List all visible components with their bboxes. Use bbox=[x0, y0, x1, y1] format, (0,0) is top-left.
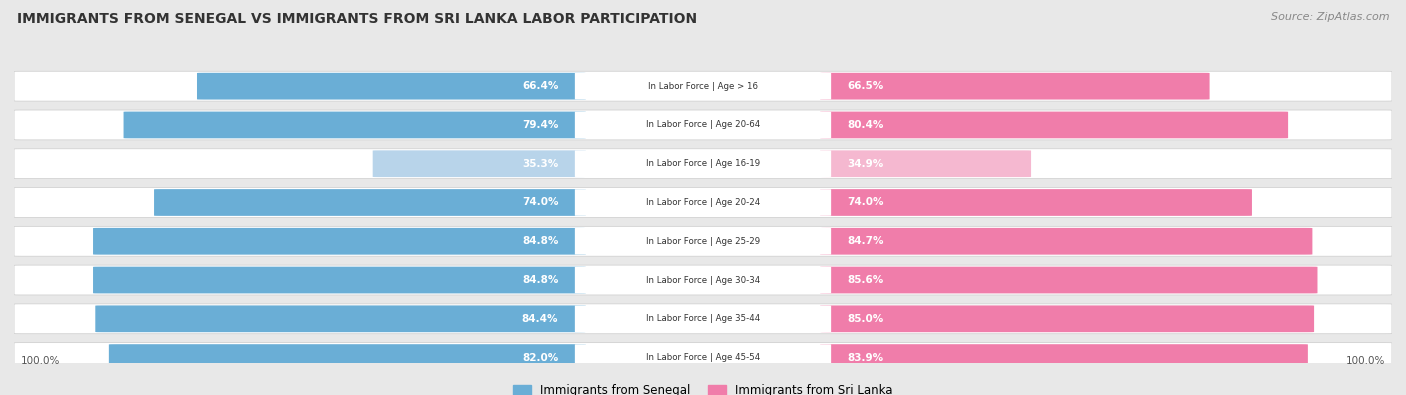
Text: 84.4%: 84.4% bbox=[522, 314, 558, 324]
Text: Source: ZipAtlas.com: Source: ZipAtlas.com bbox=[1271, 12, 1389, 22]
Text: In Labor Force | Age 45-54: In Labor Force | Age 45-54 bbox=[645, 353, 761, 362]
FancyBboxPatch shape bbox=[820, 111, 1288, 138]
Text: 84.7%: 84.7% bbox=[848, 236, 884, 246]
FancyBboxPatch shape bbox=[14, 188, 1392, 217]
FancyBboxPatch shape bbox=[820, 267, 1317, 293]
Text: 74.0%: 74.0% bbox=[522, 198, 558, 207]
FancyBboxPatch shape bbox=[14, 110, 1392, 140]
Text: 82.0%: 82.0% bbox=[522, 353, 558, 363]
Text: IMMIGRANTS FROM SENEGAL VS IMMIGRANTS FROM SRI LANKA LABOR PARTICIPATION: IMMIGRANTS FROM SENEGAL VS IMMIGRANTS FR… bbox=[17, 12, 697, 26]
FancyBboxPatch shape bbox=[575, 112, 831, 138]
FancyBboxPatch shape bbox=[820, 344, 1308, 371]
FancyBboxPatch shape bbox=[93, 228, 586, 255]
FancyBboxPatch shape bbox=[197, 73, 586, 100]
FancyBboxPatch shape bbox=[575, 344, 831, 371]
FancyBboxPatch shape bbox=[575, 189, 831, 216]
FancyBboxPatch shape bbox=[575, 305, 831, 332]
FancyBboxPatch shape bbox=[575, 228, 831, 254]
FancyBboxPatch shape bbox=[575, 267, 831, 293]
Text: 35.3%: 35.3% bbox=[522, 159, 558, 169]
Text: 84.8%: 84.8% bbox=[522, 236, 558, 246]
Text: 34.9%: 34.9% bbox=[848, 159, 884, 169]
FancyBboxPatch shape bbox=[14, 149, 1392, 179]
FancyBboxPatch shape bbox=[820, 305, 1315, 332]
FancyBboxPatch shape bbox=[155, 189, 586, 216]
Text: In Labor Force | Age 20-24: In Labor Force | Age 20-24 bbox=[645, 198, 761, 207]
FancyBboxPatch shape bbox=[96, 305, 586, 332]
FancyBboxPatch shape bbox=[373, 150, 586, 177]
Text: 66.4%: 66.4% bbox=[522, 81, 558, 91]
FancyBboxPatch shape bbox=[820, 73, 1209, 100]
FancyBboxPatch shape bbox=[124, 111, 586, 138]
Text: 100.0%: 100.0% bbox=[1346, 356, 1385, 366]
FancyBboxPatch shape bbox=[14, 226, 1392, 256]
FancyBboxPatch shape bbox=[93, 267, 586, 293]
Text: In Labor Force | Age 35-44: In Labor Force | Age 35-44 bbox=[645, 314, 761, 324]
FancyBboxPatch shape bbox=[820, 150, 1031, 177]
Text: 100.0%: 100.0% bbox=[21, 356, 60, 366]
FancyBboxPatch shape bbox=[820, 189, 1251, 216]
FancyBboxPatch shape bbox=[14, 71, 1392, 101]
Text: 83.9%: 83.9% bbox=[848, 353, 884, 363]
FancyBboxPatch shape bbox=[14, 342, 1392, 372]
Text: 84.8%: 84.8% bbox=[522, 275, 558, 285]
Text: In Labor Force | Age 20-64: In Labor Force | Age 20-64 bbox=[645, 120, 761, 130]
FancyBboxPatch shape bbox=[14, 304, 1392, 334]
FancyBboxPatch shape bbox=[575, 150, 831, 177]
Text: In Labor Force | Age 30-34: In Labor Force | Age 30-34 bbox=[645, 276, 761, 284]
Text: 74.0%: 74.0% bbox=[848, 198, 884, 207]
Text: In Labor Force | Age 16-19: In Labor Force | Age 16-19 bbox=[645, 159, 761, 168]
FancyBboxPatch shape bbox=[820, 228, 1312, 255]
Text: 79.4%: 79.4% bbox=[522, 120, 558, 130]
FancyBboxPatch shape bbox=[575, 73, 831, 100]
Text: In Labor Force | Age > 16: In Labor Force | Age > 16 bbox=[648, 82, 758, 91]
FancyBboxPatch shape bbox=[14, 265, 1392, 295]
Legend: Immigrants from Senegal, Immigrants from Sri Lanka: Immigrants from Senegal, Immigrants from… bbox=[509, 379, 897, 395]
Text: 85.6%: 85.6% bbox=[848, 275, 884, 285]
Text: 85.0%: 85.0% bbox=[848, 314, 884, 324]
Text: In Labor Force | Age 25-29: In Labor Force | Age 25-29 bbox=[645, 237, 761, 246]
Text: 66.5%: 66.5% bbox=[848, 81, 884, 91]
FancyBboxPatch shape bbox=[108, 344, 586, 371]
Text: 80.4%: 80.4% bbox=[848, 120, 884, 130]
